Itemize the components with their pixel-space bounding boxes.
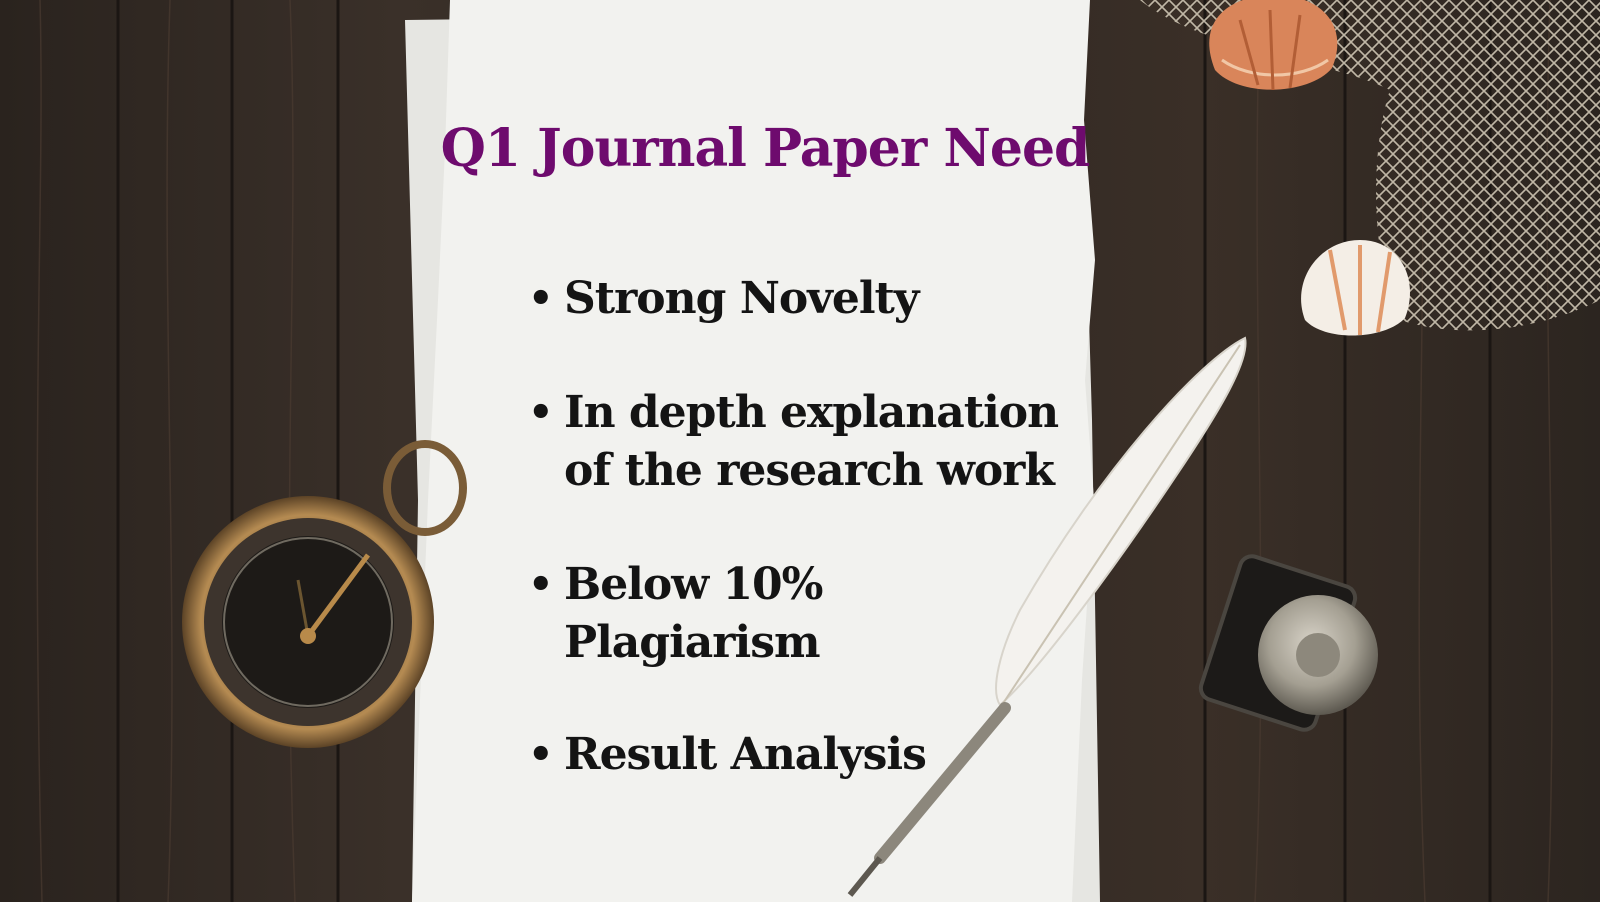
wood-planks: [116, 0, 1492, 902]
inkwell-image: [1198, 554, 1378, 732]
paper-front: [412, 0, 1095, 902]
seashell-lower-image: [1301, 240, 1410, 336]
quill-image: [847, 336, 1247, 897]
net-image: [1140, 0, 1600, 331]
compass-image: [182, 440, 467, 748]
seashell-top-image: [1209, 0, 1338, 91]
